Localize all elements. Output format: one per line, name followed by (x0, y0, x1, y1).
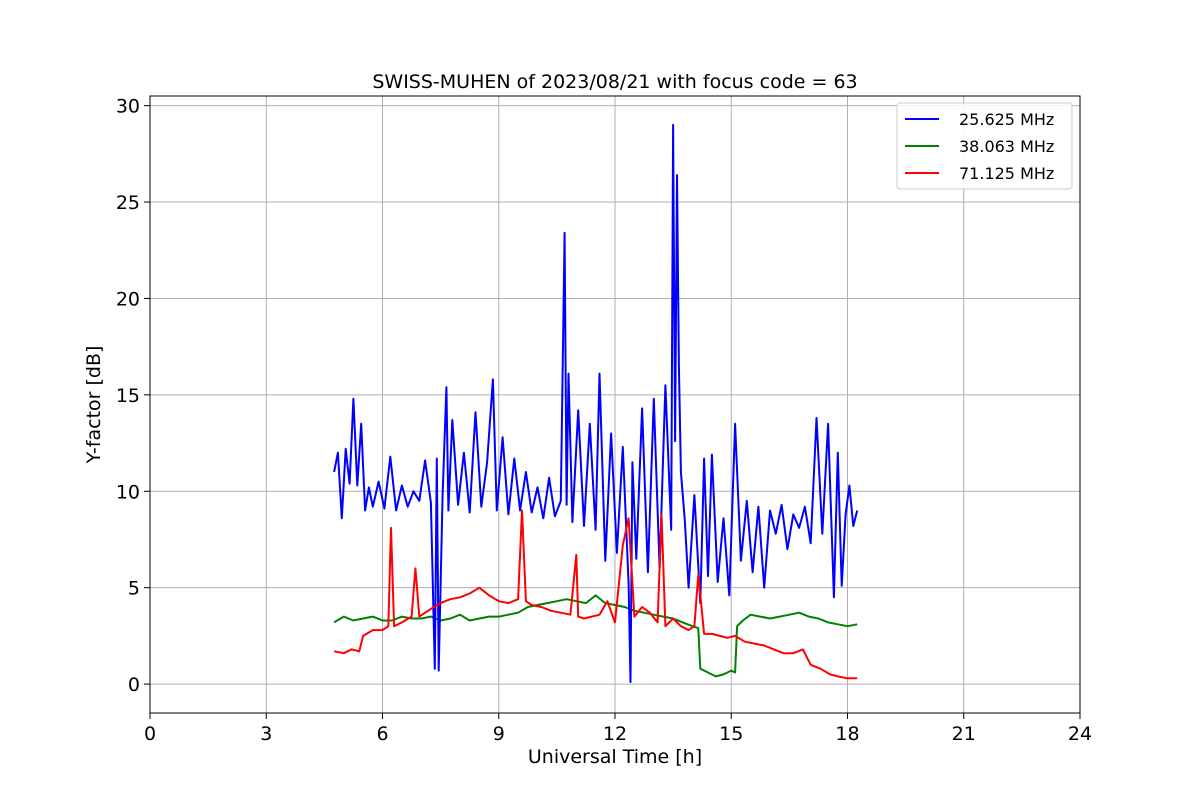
series-line-2 (333, 509, 858, 680)
x-tick-label: 21 (952, 723, 976, 745)
y-tick-label: 30 (116, 96, 140, 118)
y-axis-label: Y-factor [dB] (83, 346, 105, 465)
plot-area (333, 123, 859, 684)
axis-ticks: 0 3 6 9 12 15 18 21 24 0 5 10 15 20 25 30 (116, 96, 1092, 745)
series-line-1 (333, 594, 858, 678)
x-tick-label: 12 (603, 723, 627, 745)
y-tick-label: 0 (128, 674, 140, 696)
chart-title: SWISS-MUHEN of 2023/08/21 with focus cod… (372, 71, 857, 93)
x-tick-label: 9 (493, 723, 505, 745)
y-tick-label: 15 (116, 385, 140, 407)
y-tick-label: 10 (116, 481, 140, 503)
x-tick-label: 18 (835, 723, 859, 745)
x-tick-label: 24 (1068, 723, 1092, 745)
legend-label: 25.625 MHz (959, 110, 1054, 129)
x-tick-label: 15 (719, 723, 743, 745)
x-axis-label: Universal Time [h] (528, 746, 702, 768)
x-tick-label: 6 (376, 723, 388, 745)
y-tick-label: 25 (116, 192, 140, 214)
legend-label: 38.063 MHz (959, 137, 1054, 156)
legend-label: 71.125 MHz (959, 164, 1054, 183)
x-tick-label: 3 (260, 723, 272, 745)
series-line-0 (333, 123, 859, 684)
legend: 25.625 MHz 38.063 MHz 71.125 MHz (896, 102, 1073, 190)
legend-box (896, 102, 1073, 190)
x-tick-label: 0 (144, 723, 156, 745)
y-tick-label: 5 (128, 578, 140, 600)
y-tick-label: 20 (116, 288, 140, 310)
